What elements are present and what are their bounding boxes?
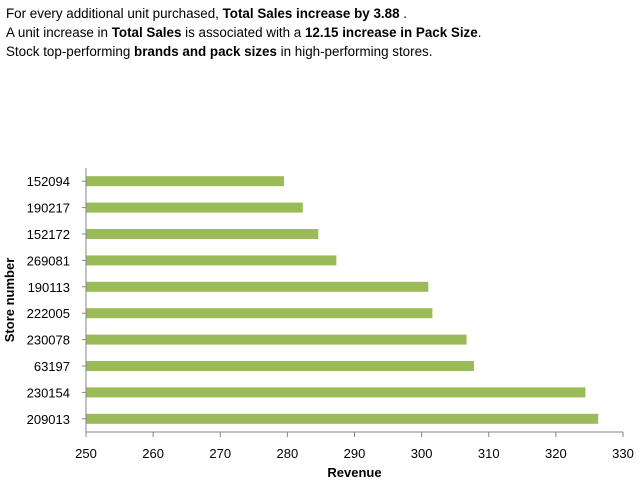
insight-text: in high-performing stores. xyxy=(276,44,433,59)
bar-store-222005 xyxy=(86,308,433,319)
bar-store-209013 xyxy=(86,413,599,424)
bar-store-63197 xyxy=(86,361,474,371)
y-tick-label: 152172 xyxy=(27,227,70,242)
y-tick-label: 190113 xyxy=(28,280,70,295)
insight-text: Stock top-performing xyxy=(6,44,135,59)
insights-block: For every additional unit purchased, Tot… xyxy=(6,4,481,61)
y-tick-label: 269081 xyxy=(27,253,70,268)
y-tick-label: 230154 xyxy=(27,385,70,400)
insight-emphasis: 12.15 increase in Pack Size xyxy=(304,25,478,40)
insight-emphasis: Total Sales increase by 3.88 xyxy=(222,6,400,21)
x-tick-label: 260 xyxy=(142,446,164,461)
y-tick-label: 63197 xyxy=(34,359,70,374)
insight-line: A unit increase in Total Sales is associ… xyxy=(6,23,481,42)
insight-text: . xyxy=(399,6,407,21)
x-tick-label: 300 xyxy=(411,446,433,461)
x-tick-label: 270 xyxy=(209,446,231,461)
bar-store-152094 xyxy=(86,176,284,187)
bar-store-190217 xyxy=(86,202,303,213)
y-tick-label: 230078 xyxy=(27,333,70,348)
x-tick-label: 280 xyxy=(277,446,299,461)
bar-store-230154 xyxy=(86,387,586,398)
x-tick-label: 290 xyxy=(344,446,366,461)
y-tick-label: 222005 xyxy=(27,306,70,321)
bar-store-152172 xyxy=(86,229,319,239)
insight-line: For every additional unit purchased, Tot… xyxy=(6,4,481,23)
y-tick-label: 209013 xyxy=(27,412,70,427)
insight-text: For every additional unit purchased, xyxy=(6,6,223,21)
insight-text: . xyxy=(477,25,482,40)
x-tick-label: 310 xyxy=(478,446,500,461)
insight-text: is associated with a xyxy=(181,25,305,40)
x-tick-label: 320 xyxy=(545,446,567,461)
insight-line: Stock top-performing brands and pack siz… xyxy=(6,42,481,61)
y-tick-label: 190217 xyxy=(27,201,70,216)
bar-store-269081 xyxy=(86,255,337,266)
y-axis-title: Store number xyxy=(2,258,17,343)
x-tick-label: 250 xyxy=(75,446,97,461)
insight-emphasis: Total Sales xyxy=(111,25,182,40)
x-tick-label: 330 xyxy=(612,446,634,461)
bar-store-230078 xyxy=(86,334,467,345)
bar-store-190113 xyxy=(86,281,429,292)
insight-text: A unit increase in xyxy=(6,25,112,40)
x-axis-title: Revenue xyxy=(327,465,381,480)
insight-emphasis: brands and pack sizes xyxy=(134,44,277,59)
y-tick-label: 152094 xyxy=(27,174,70,189)
